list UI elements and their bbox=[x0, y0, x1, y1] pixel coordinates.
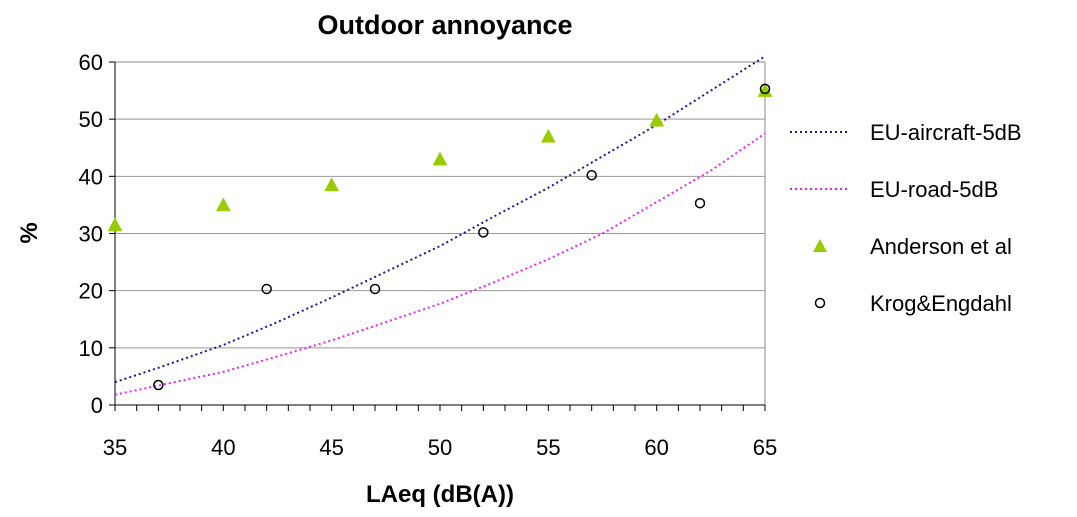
data-point-circle bbox=[759, 83, 771, 95]
legend-label: EU-road-5dB bbox=[870, 177, 998, 202]
data-point-triangle bbox=[540, 128, 556, 143]
data-point-triangle bbox=[107, 217, 123, 232]
y-tick-label: 20 bbox=[79, 279, 103, 304]
data-point-triangle bbox=[757, 83, 773, 97]
plot-area: 35 40 45 50 55 60 65 0 10 20 30 40 50 60 bbox=[79, 50, 778, 460]
legend-item-krog-engdahl: Krog&Engdahl bbox=[814, 291, 1012, 316]
x-tick-label: 65 bbox=[753, 435, 777, 460]
y-tick-label: 10 bbox=[79, 336, 103, 361]
legend-label: EU-aircraft-5dB bbox=[870, 120, 1022, 145]
legend-item-anderson-et-al: Anderson et al bbox=[813, 234, 1012, 259]
legend-item-eu-aircraft-5db: EU-aircraft-5dB bbox=[790, 120, 1022, 145]
data-point-triangle bbox=[324, 177, 340, 192]
series-layer bbox=[107, 55, 773, 396]
y-axis-ticks: 0 10 20 30 40 50 60 bbox=[79, 50, 115, 418]
series-anderson-et-al bbox=[107, 83, 773, 232]
legend: EU-aircraft-5dB EU-road-5dB Anderson et al… bbox=[790, 120, 1022, 316]
x-tick-label: 55 bbox=[536, 435, 560, 460]
legend-label: Krog&Engdahl bbox=[870, 291, 1012, 316]
legend-swatch bbox=[813, 239, 827, 252]
series-line bbox=[114, 132, 766, 396]
legend-swatch bbox=[814, 297, 826, 309]
y-tick-label: 30 bbox=[79, 222, 103, 247]
data-point-circle bbox=[694, 197, 706, 209]
data-point-circle bbox=[369, 283, 381, 295]
chart-title: Outdoor annoyance bbox=[317, 10, 572, 40]
data-point-circle bbox=[261, 283, 272, 295]
x-tick-label: 45 bbox=[319, 435, 343, 460]
x-tick-label: 60 bbox=[644, 435, 668, 460]
y-tick-label: 40 bbox=[79, 164, 103, 189]
data-point-triangle bbox=[215, 197, 231, 212]
data-point-triangle bbox=[432, 151, 448, 166]
y-tick-label: 0 bbox=[91, 393, 103, 418]
data-point-triangle bbox=[649, 112, 665, 127]
data-point-circle bbox=[478, 227, 489, 238]
x-tick-label: 35 bbox=[103, 435, 127, 460]
y-axis-title: % bbox=[16, 222, 43, 243]
data-point-circle bbox=[586, 169, 597, 181]
y-tick-label: 50 bbox=[79, 107, 103, 132]
legend-label: Anderson et al bbox=[870, 234, 1012, 259]
x-axis-ticks: 35 40 45 50 55 60 65 bbox=[103, 62, 777, 460]
x-tick-label: 40 bbox=[211, 435, 235, 460]
y-tick-label: 60 bbox=[79, 50, 103, 75]
series-line bbox=[114, 55, 766, 384]
x-tick-label: 50 bbox=[428, 435, 452, 460]
x-axis-title: LAeq (dB(A)) bbox=[366, 481, 514, 508]
series-eu-road-5db bbox=[114, 132, 766, 396]
series-eu-aircraft-5db bbox=[114, 55, 766, 384]
legend-item-eu-road-5db: EU-road-5dB bbox=[790, 177, 998, 202]
series-krog-engdahl bbox=[153, 83, 771, 391]
data-point-circle bbox=[153, 379, 164, 391]
